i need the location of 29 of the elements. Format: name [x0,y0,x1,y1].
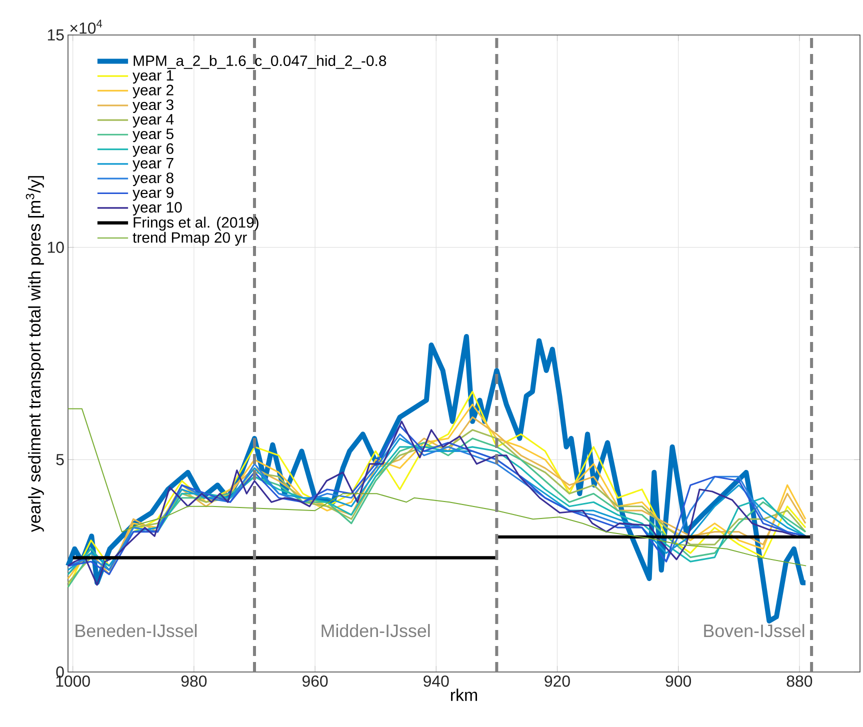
y-tick-label: 5 [56,454,64,466]
x-tick-label: 920 [544,676,570,687]
legend-label: year 7 [132,158,174,172]
x-tick-label: 880 [786,676,812,687]
legend-label: year 2 [132,84,174,98]
legend-label: Frings et al. (2019) [134,216,258,231]
x-tick-label: 940 [424,676,449,687]
legend-label: year 10 [132,202,182,216]
y-axis-title: yearly sediment transport total with pores [m$^{3}$/y] [26,176,44,532]
legend-label: year 5 [132,128,174,142]
legend-label: year 4 [132,114,174,128]
legend-label: year 3 [132,99,174,113]
x-tick-label: 1000 [56,676,90,687]
y-tick-label: 10 [48,242,64,253]
x-tick-label: 900 [666,676,692,687]
annotation: Midden-IJssel [322,624,430,638]
x-tick-label: 980 [181,676,207,687]
legend-label: year 1 [132,70,174,84]
legend-label: year 6 [132,143,174,157]
x-axis-title: rkm [451,688,477,701]
legend-label: trend Pmap 20 yr [132,232,247,246]
annotation: Boven-IJssel [704,624,804,638]
y-tick-label: 15 [48,29,64,41]
legend-label: year 8 [132,172,174,186]
legend-label: MPM_a_2_b_1.6_c_0.047_hid_2_-0.8 [134,55,386,69]
text: ×10$^{4}$ [70,20,102,34]
annotation: Beneden-IJssel [76,624,197,638]
x-tick-label: 960 [302,676,328,687]
legend-label: year 9 [132,187,174,201]
